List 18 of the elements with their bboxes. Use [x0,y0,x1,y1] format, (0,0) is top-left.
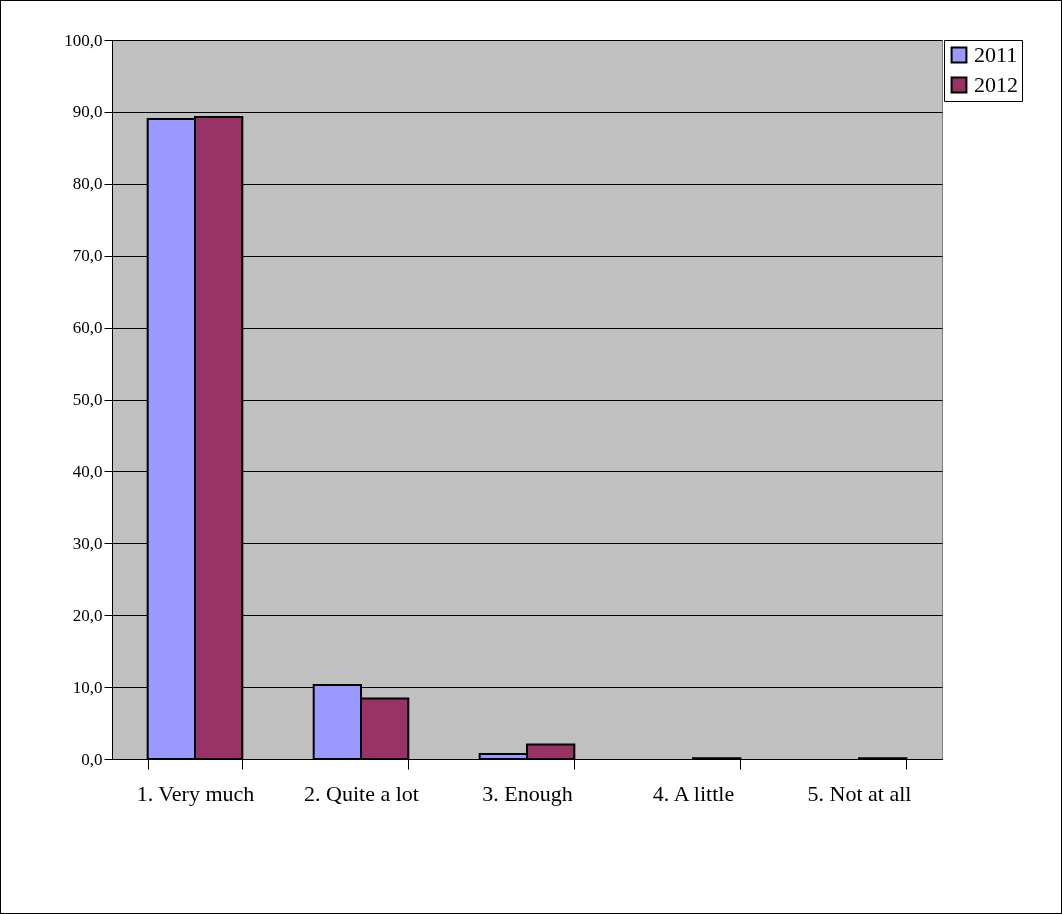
y-tick-label: 60,0 [72,318,103,338]
y-tick-label: 0,0 [81,749,103,769]
y-tick-label: 30,0 [72,533,103,553]
y-tick-label: 10,0 [72,677,103,697]
x-tick-label: 1. Very much [136,780,255,806]
legend-label: 2012 [974,72,1018,97]
y-tick-label: 70,0 [72,246,103,266]
x-tick-label: 2. Quite a lot [304,780,419,806]
y-tick-label: 100,0 [64,30,103,50]
x-tick-label: 4. A little [652,780,735,806]
y-tick-label: 20,0 [72,605,103,625]
x-tick-label: 3. Enough [482,780,573,806]
y-tick-label: 50,0 [72,390,103,409]
y-tick-label: 80,0 [72,174,103,194]
x-tick-label: 5. Not at all [807,780,912,806]
y-tick-label: 90,0 [72,102,103,122]
legend-label: 2011 [974,42,1018,67]
y-tick-label: 40,0 [72,461,103,481]
